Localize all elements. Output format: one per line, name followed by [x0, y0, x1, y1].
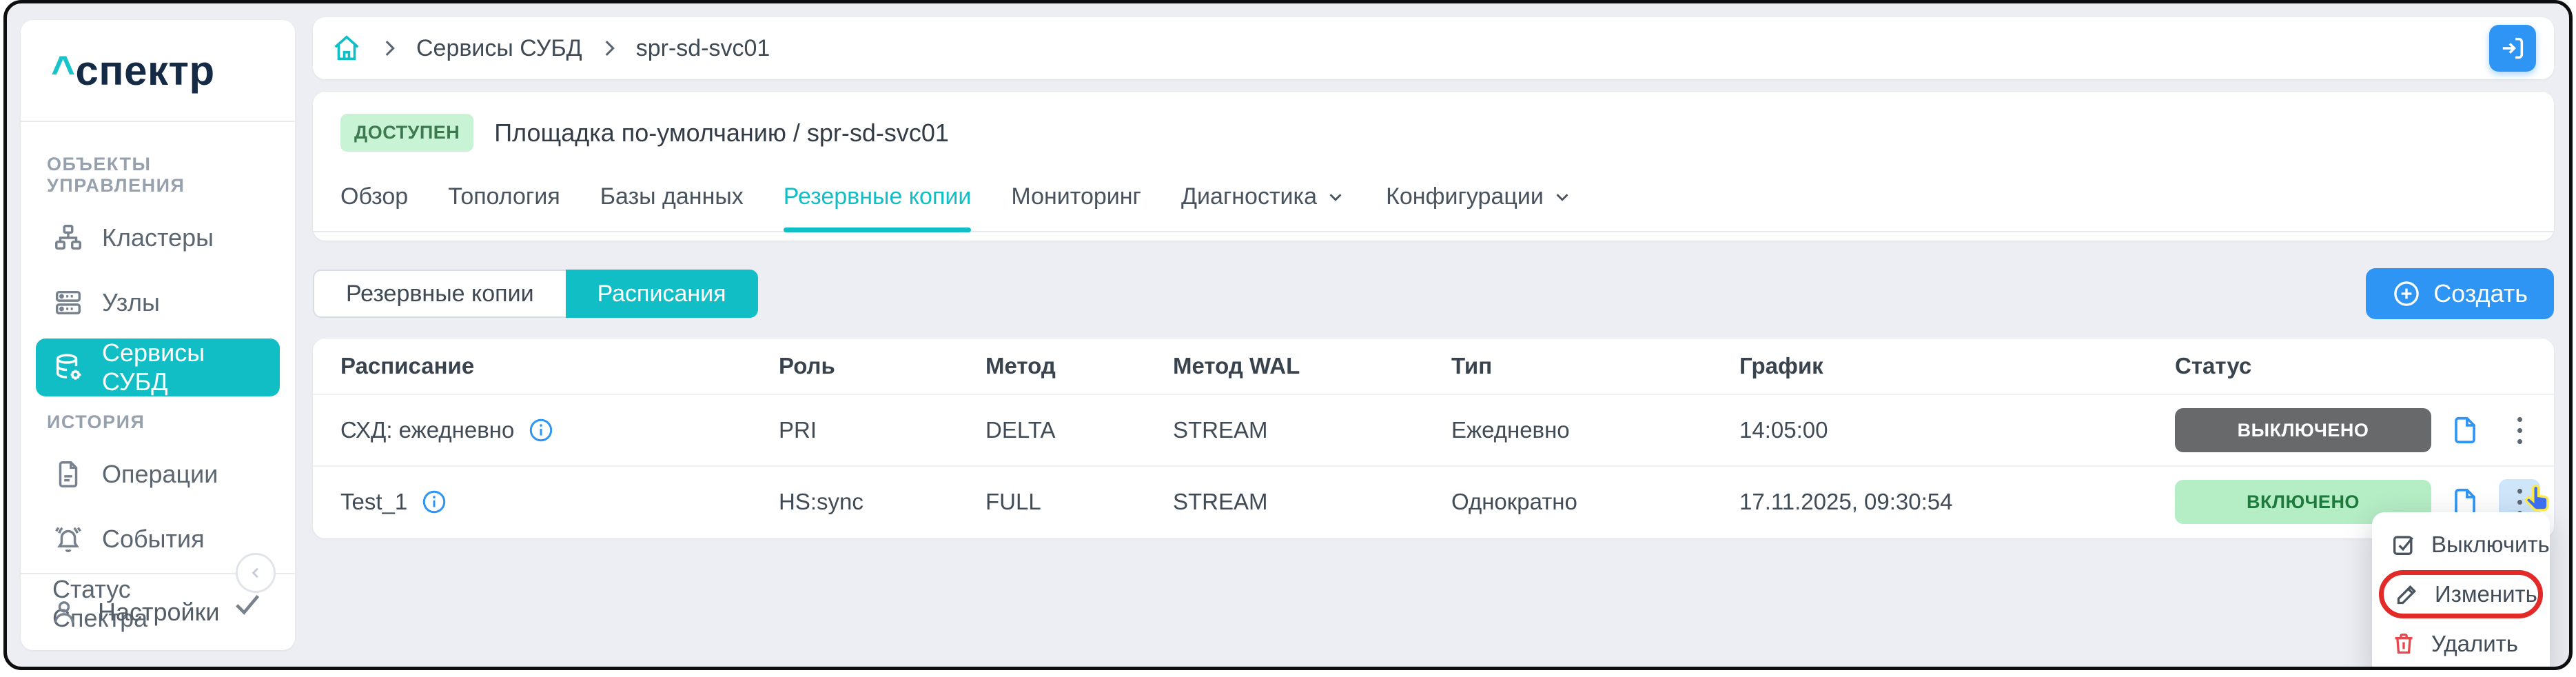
clusters-icon [55, 225, 81, 250]
column-header: Роль [779, 353, 835, 378]
chevron-down-icon [1329, 193, 1342, 201]
chevron-right-icon [605, 40, 615, 57]
table-row: Test_1 HS:sync FULL STREAM Однократно 17… [313, 465, 2554, 537]
method-cell: DELTA [985, 417, 1056, 443]
sidebar-item-db-services[interactable]: Сервисы СУБД [36, 338, 280, 396]
schedule-cell: 14:05:00 [1739, 417, 1828, 443]
sidebar-item-events[interactable]: События [36, 510, 280, 568]
pencil-icon [2397, 585, 2417, 605]
status-pill: ВКЛЮЧЕНО [2175, 480, 2431, 524]
info-icon[interactable] [421, 489, 447, 515]
tab-configurations[interactable]: Конфигурации [1386, 168, 1573, 231]
role-cell: PRI [779, 417, 817, 443]
tab-databases[interactable]: Базы данных [600, 183, 744, 210]
nodes-icon [55, 290, 81, 315]
operations-icon [59, 461, 78, 487]
schedule-name: Test_1 [340, 489, 408, 514]
logo-caret: ^ [51, 47, 76, 94]
column-header: Статус [2175, 353, 2252, 378]
trash-icon [2395, 634, 2413, 654]
status-check-icon [236, 595, 260, 615]
sidebar-item-label: Операции [102, 460, 218, 488]
tab-bar: Обзор Топология Базы данных Резервные ко… [313, 168, 2554, 232]
menu-item-disable[interactable]: Выключить [2372, 522, 2550, 567]
sidebar-item-label: Узлы [102, 288, 160, 316]
schedules-table: Расписание Роль Метод Метод WAL Тип Граф… [313, 338, 2554, 538]
sidebar-item-label: Кластеры [102, 223, 214, 252]
events-icon [55, 527, 81, 553]
toggle-backups[interactable]: Резервные копии [313, 270, 566, 318]
person-icon [54, 601, 74, 623]
sidebar-nav: ОБЪЕКТЫ УПРАВЛЕНИЯ Кластеры Узлы [21, 122, 295, 633]
menu-item-edit[interactable]: Изменить [2384, 575, 2538, 614]
menu-item-delete[interactable]: Удалить [2372, 621, 2550, 667]
schedule-name: СХД: ежедневно [340, 417, 515, 443]
breadcrumb-item-db-services[interactable]: Сервисы СУБД [416, 34, 582, 61]
type-cell: Однократно [1451, 489, 1577, 514]
tab-backups[interactable]: Резервные копии [783, 168, 971, 232]
sidebar-item-label: События [102, 525, 205, 553]
chevron-down-icon [1556, 193, 1568, 201]
sidebar-item-operations[interactable]: Операции [36, 445, 280, 503]
home-icon[interactable] [331, 32, 362, 64]
sidebar-item-label: Сервисы СУБД [102, 338, 205, 396]
create-button[interactable]: Создать [2366, 268, 2554, 319]
wal-method-cell: STREAM [1173, 489, 1268, 514]
sidebar-footer: Настройки [21, 553, 295, 650]
checkbox-icon [2393, 536, 2413, 555]
schedule-cell: 17.11.2025, 09:30:54 [1739, 489, 1953, 514]
breadcrumb-item-current: spr-sd-svc01 [635, 34, 770, 61]
column-header: График [1739, 353, 1823, 378]
logo-text: спектр [75, 47, 215, 94]
logo[interactable]: ^спектр [21, 20, 295, 122]
sidebar-item-settings[interactable]: Настройки [37, 596, 231, 628]
column-header: Метод WAL [1173, 353, 1300, 378]
column-header: Расписание [340, 353, 475, 378]
login-icon [2502, 37, 2524, 59]
tab-topology[interactable]: Топология [448, 183, 560, 210]
table-header-row: Расписание Роль Метод Метод WAL Тип Граф… [313, 338, 2554, 394]
status-badge: ДОСТУПЕН [340, 114, 474, 152]
tab-monitoring[interactable]: Мониторинг [1011, 183, 1141, 210]
status-pill: ВЫКЛЮЧЕНО [2175, 408, 2431, 452]
info-icon[interactable] [528, 417, 554, 443]
method-cell: FULL [985, 489, 1041, 514]
plus-circle-icon [2394, 281, 2419, 306]
table-row: СХД: ежедневно PRI DELTA STREAM Ежедневн… [313, 394, 2554, 465]
copy-icon[interactable] [2449, 414, 2481, 446]
service-header: ДОСТУПЕН Площадка по-умолчанию / spr-sd-… [313, 92, 2554, 241]
tab-diagnostics[interactable]: Диагностика [1181, 168, 1346, 231]
row-menu-button[interactable] [2499, 407, 2540, 453]
row-context-menu: Выключить Изменить Удалить [2372, 512, 2550, 667]
section-label-history: ИСТОРИЯ [47, 412, 145, 432]
sidebar-item-label: Настройки [98, 598, 220, 626]
chevron-right-icon [385, 40, 395, 57]
sidebar-item-nodes[interactable]: Узлы [36, 274, 280, 332]
db-services-icon [56, 354, 81, 380]
sidebar-collapse-button[interactable] [236, 553, 276, 593]
highlight-annotation: Изменить [2379, 570, 2543, 618]
column-header: Метод [985, 353, 1056, 378]
login-button[interactable] [2489, 25, 2536, 72]
toggle-schedules[interactable]: Расписания [565, 270, 758, 318]
toolbar: Резервные копии Расписания Создать [313, 268, 2554, 319]
section-label-objects: ОБЪЕКТЫ УПРАВЛЕНИЯ [47, 154, 185, 196]
column-header: Тип [1451, 353, 1493, 378]
sidebar-item-clusters[interactable]: Кластеры [36, 209, 280, 267]
cursor-pointer-icon [2524, 484, 2549, 512]
role-cell: HS:sync [779, 489, 863, 514]
app-window: ^спектр ОБЪЕКТЫ УПРАВЛЕНИЯ Кластеры Узлы [3, 0, 2573, 670]
tab-overview[interactable]: Обзор [340, 183, 409, 210]
sidebar: ^спектр ОБЪЕКТЫ УПРАВЛЕНИЯ Кластеры Узлы [21, 20, 295, 650]
chevron-left-icon [252, 567, 258, 578]
type-cell: Ежедневно [1451, 417, 1570, 443]
breadcrumb: Сервисы СУБД spr-sd-svc01 [313, 17, 2554, 79]
wal-method-cell: STREAM [1173, 417, 1268, 443]
view-toggle: Резервные копии Расписания [313, 270, 758, 318]
page-title: Площадка по-умолчанию / spr-sd-svc01 [494, 118, 949, 147]
